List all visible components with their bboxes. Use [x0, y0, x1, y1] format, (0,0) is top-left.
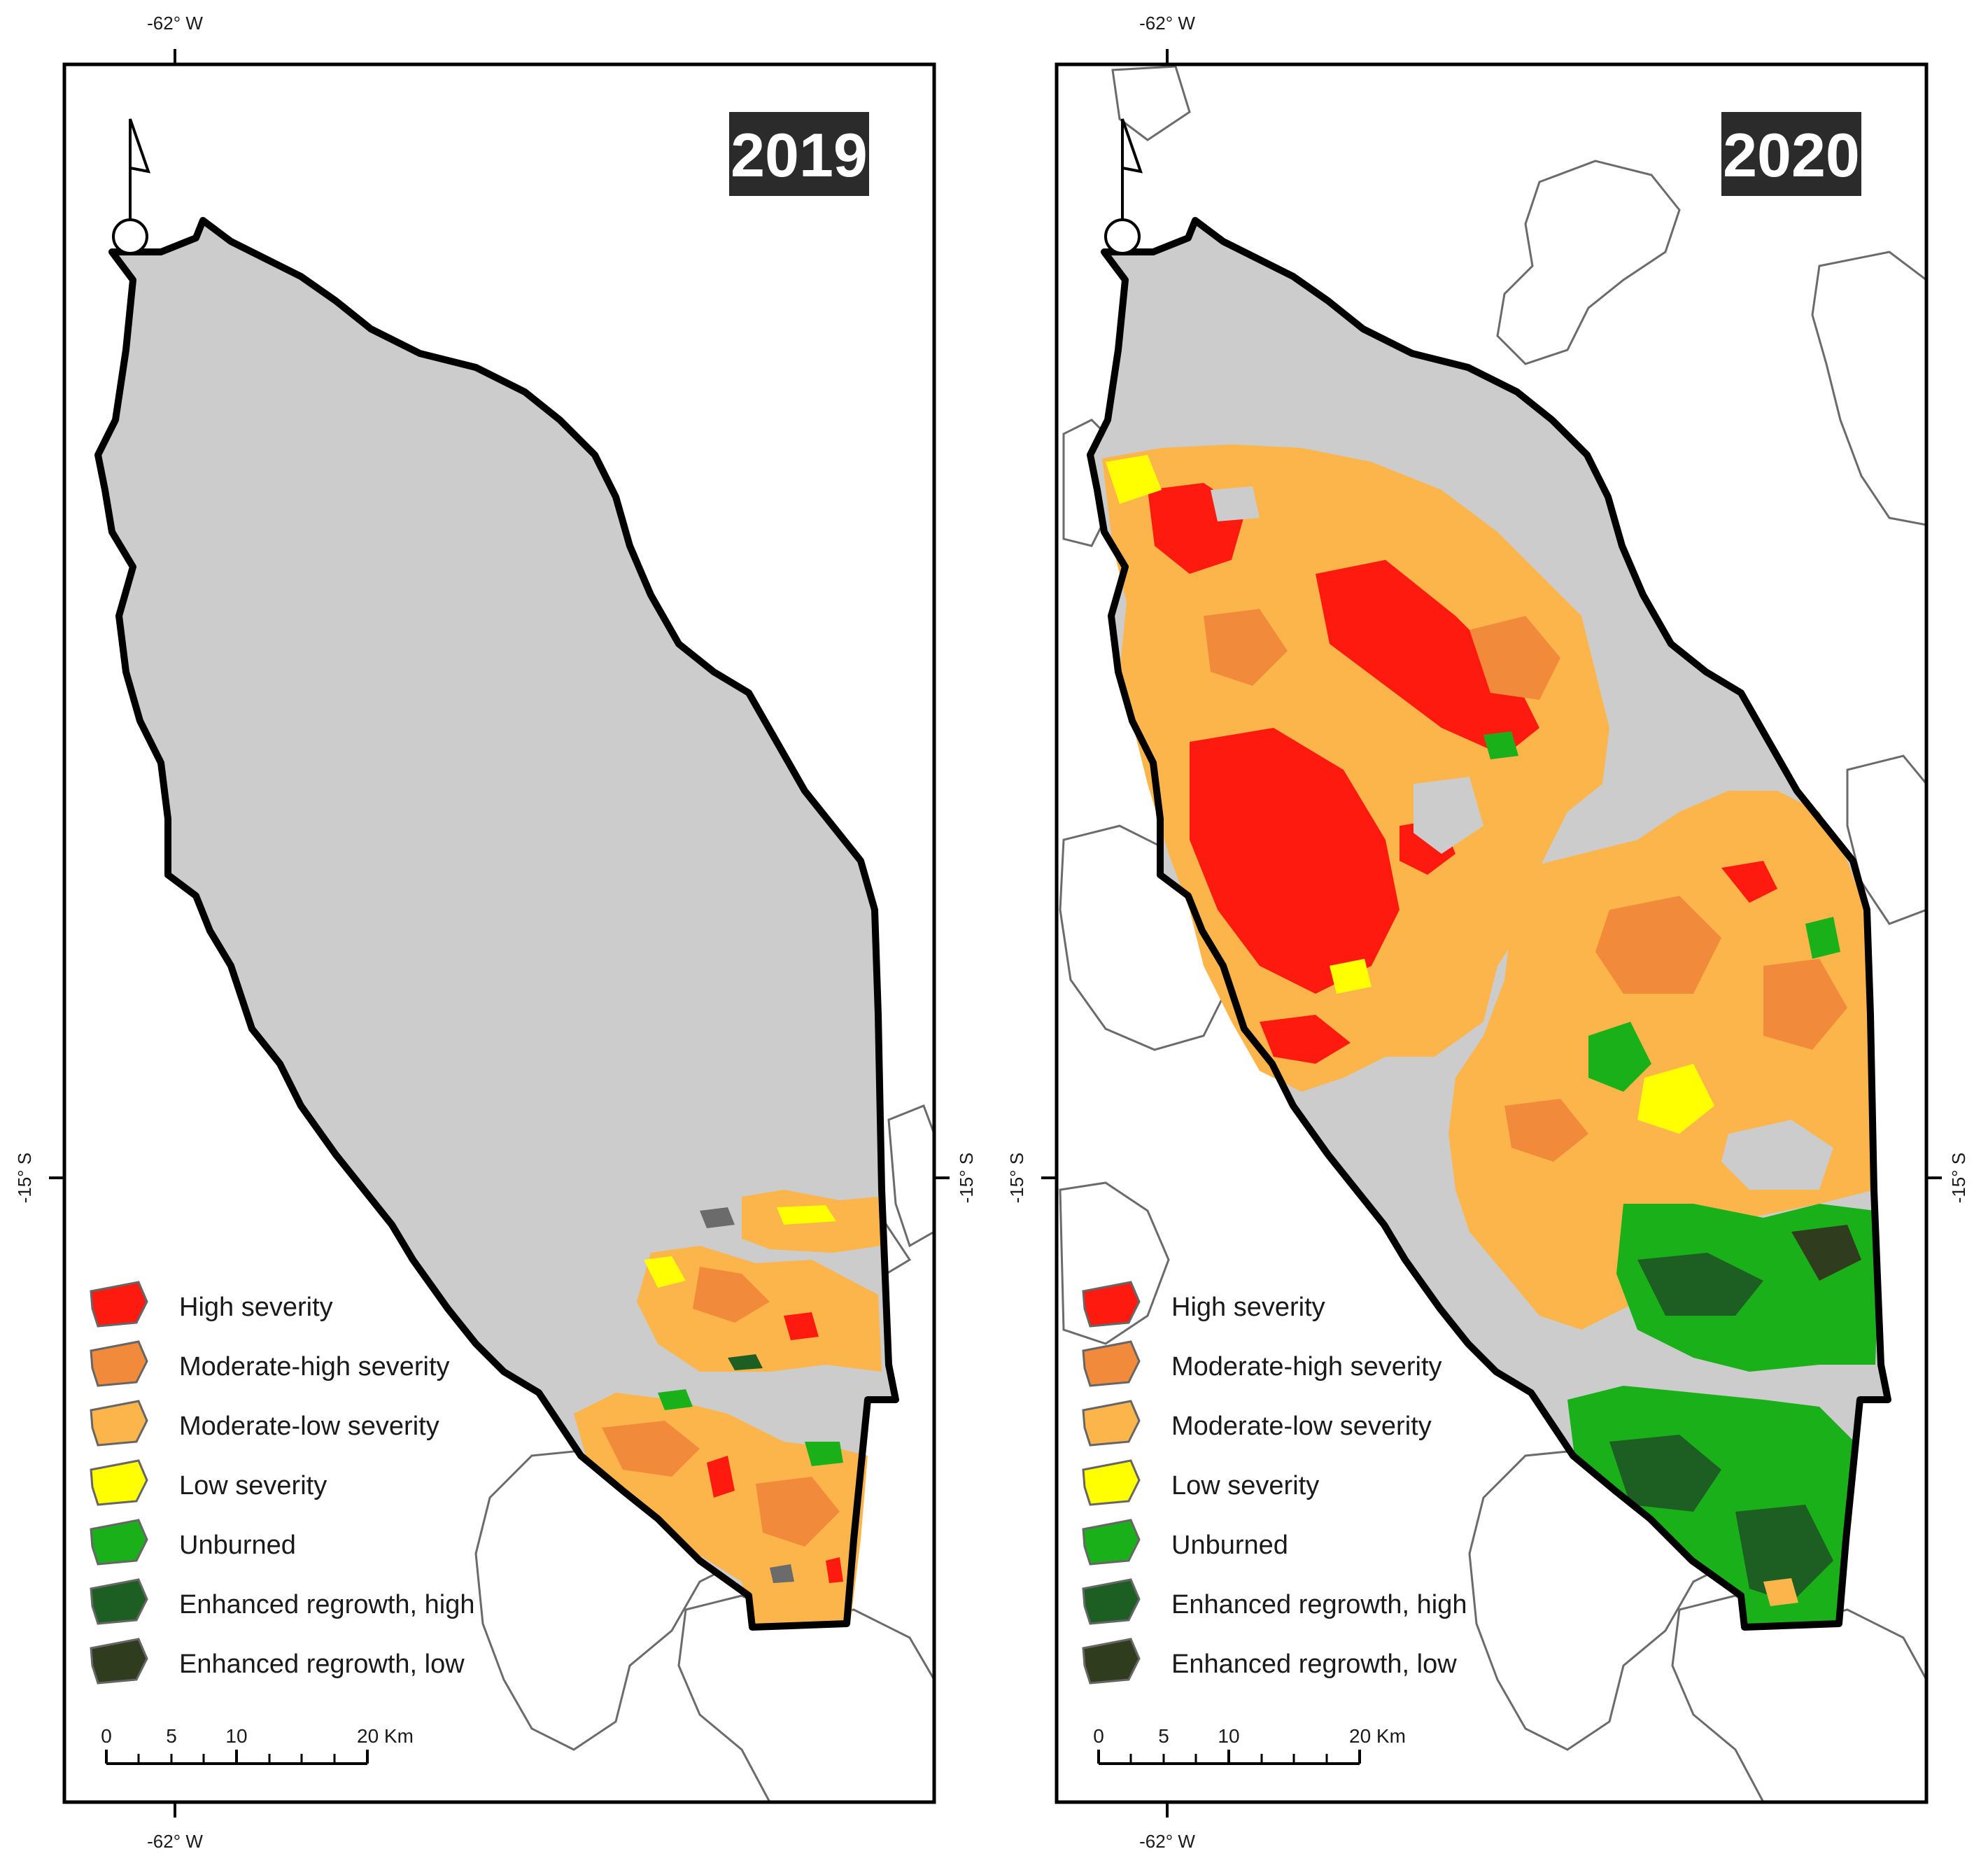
- coord-label-lat-left: -15° S: [1006, 1153, 1027, 1204]
- legend-label: Unburned: [179, 1531, 296, 1560]
- coord-label-lat-left: -15° S: [14, 1153, 35, 1204]
- coord-label-lon-bottom: -62° W: [147, 1831, 203, 1852]
- map-panel-2019: -62° W -62° W -15° S -15° S 2019 High se…: [14, 13, 977, 1852]
- map-body-2019: [94, 217, 934, 1802]
- legend-2020: High severity Moderate-high severity Mod…: [1082, 1281, 1467, 1685]
- coord-label-lon-top: -62° W: [1139, 13, 1195, 34]
- legend-item: Moderate-low severity: [90, 1400, 439, 1447]
- scale-bar-2019: 0 5 10 20 Km: [101, 1725, 414, 1765]
- legend-item: Enhanced regrowth, high: [90, 1578, 475, 1625]
- year-badge-2020: [1721, 112, 1861, 196]
- scale-label: 10: [1218, 1725, 1239, 1747]
- year-badge-2019: [729, 112, 869, 196]
- legend-2019: High severity Moderate-high severity Mod…: [90, 1281, 475, 1685]
- scale-bar-2020: 0 5 10 20 Km: [1093, 1725, 1406, 1765]
- map-body-2020: [1059, 65, 1926, 1802]
- burn-severity-2019: [574, 1190, 882, 1627]
- burn-severity-2020: [1102, 444, 1879, 1627]
- outside-area-outline: [887, 1104, 934, 1248]
- park-boundary-2020: [1087, 217, 1891, 1631]
- scale-label: 0: [1093, 1725, 1104, 1747]
- legend-label: Moderate-high severity: [179, 1352, 450, 1382]
- legend-item: Moderate-high severity: [1082, 1340, 1442, 1387]
- legend-label: Enhanced regrowth, low: [1171, 1650, 1457, 1679]
- legend-label: Enhanced regrowth, high: [1171, 1590, 1467, 1619]
- legend-item: Enhanced regrowth, high: [1082, 1578, 1467, 1625]
- coord-label-lon-bottom: -62° W: [1139, 1831, 1195, 1852]
- map-frame-2020: [1055, 62, 1929, 1804]
- scale-label: 0: [101, 1725, 112, 1747]
- legend-label: Low severity: [179, 1471, 327, 1500]
- legend-label: High severity: [179, 1293, 333, 1322]
- year-label-2019: 2019: [731, 120, 868, 190]
- legend-label: Moderate-low severity: [179, 1412, 439, 1441]
- legend-label: Moderate-high severity: [1171, 1352, 1442, 1382]
- legend-item: High severity: [90, 1281, 333, 1328]
- map-frame-2019: [62, 62, 936, 1804]
- legend-item: Moderate-high severity: [90, 1340, 450, 1387]
- scale-label: 5: [166, 1725, 177, 1747]
- north-arrow-icon: [1104, 118, 1143, 255]
- legend-item: Enhanced regrowth, low: [1082, 1638, 1457, 1685]
- legend-item: Unburned: [90, 1519, 296, 1566]
- legend-label: Low severity: [1171, 1471, 1319, 1500]
- legend-label: Enhanced regrowth, low: [179, 1650, 465, 1679]
- north-arrow-icon: [112, 118, 151, 255]
- year-label-2020: 2020: [1723, 120, 1860, 190]
- legend-label: Moderate-low severity: [1171, 1412, 1432, 1441]
- scale-label: 20 Km: [357, 1725, 414, 1747]
- legend-item: Low severity: [90, 1459, 327, 1506]
- scale-label: 10: [225, 1725, 247, 1747]
- outside-area-outline: [1496, 160, 1681, 365]
- outside-area-outline: [1846, 754, 1926, 925]
- coord-label-lat-right: -15° S: [1948, 1153, 1969, 1204]
- legend-item: High severity: [1082, 1281, 1325, 1328]
- park-boundary-2019: [94, 217, 899, 1631]
- outside-area-outline: [1059, 1181, 1170, 1345]
- scale-label: 20 Km: [1349, 1725, 1406, 1747]
- outside-area-outline: [1111, 65, 1191, 141]
- map-panel-2020: -62° W -62° W -15° S -15° S 2020 High se…: [1006, 13, 1969, 1852]
- legend-label: Enhanced regrowth, high: [179, 1590, 475, 1619]
- legend-label: High severity: [1171, 1293, 1325, 1322]
- scale-label: 5: [1158, 1725, 1169, 1747]
- legend-item: Moderate-low severity: [1082, 1400, 1432, 1447]
- legend-item: Unburned: [1082, 1519, 1288, 1566]
- legend-item: Enhanced regrowth, low: [90, 1638, 465, 1685]
- coord-label-lon-top: -62° W: [147, 13, 203, 34]
- legend-item: Low severity: [1082, 1459, 1319, 1506]
- outside-area-outline: [1811, 251, 1926, 526]
- coord-label-lat-right: -15° S: [956, 1153, 977, 1204]
- legend-label: Unburned: [1171, 1531, 1288, 1560]
